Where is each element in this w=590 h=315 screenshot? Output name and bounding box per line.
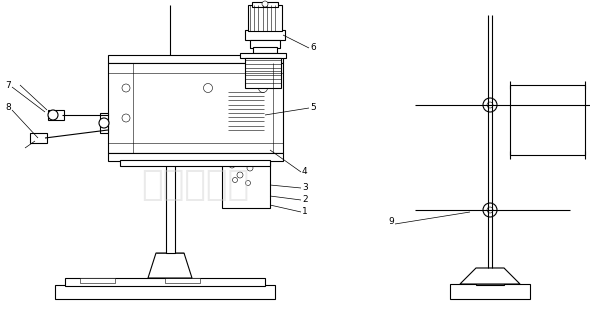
Bar xyxy=(253,47,277,53)
Bar xyxy=(108,55,283,63)
Text: 3: 3 xyxy=(302,184,308,192)
Circle shape xyxy=(122,114,130,122)
Bar xyxy=(245,30,285,40)
Circle shape xyxy=(48,110,58,120)
Bar xyxy=(120,160,270,166)
Bar xyxy=(228,88,264,138)
Text: 6: 6 xyxy=(310,43,316,53)
Bar xyxy=(450,284,530,299)
Bar xyxy=(30,133,47,143)
Bar xyxy=(245,58,281,88)
Text: 9: 9 xyxy=(388,217,394,226)
Bar xyxy=(510,85,585,155)
Bar xyxy=(250,40,280,48)
Circle shape xyxy=(232,177,238,182)
Polygon shape xyxy=(460,268,520,284)
Circle shape xyxy=(483,98,497,112)
Circle shape xyxy=(247,165,253,171)
Text: 自定弥机械: 自定弥机械 xyxy=(141,168,249,202)
Bar xyxy=(55,285,275,299)
Circle shape xyxy=(229,162,235,168)
Bar xyxy=(166,155,175,253)
Bar xyxy=(252,2,278,7)
Bar xyxy=(222,138,270,142)
Circle shape xyxy=(487,102,493,108)
Bar xyxy=(222,148,270,208)
Bar xyxy=(240,53,286,58)
Bar xyxy=(476,268,504,285)
Bar xyxy=(165,278,200,283)
Circle shape xyxy=(224,141,230,147)
Bar xyxy=(80,278,115,283)
Circle shape xyxy=(245,180,251,186)
Bar xyxy=(48,110,64,120)
Circle shape xyxy=(261,141,267,147)
Text: 2: 2 xyxy=(302,196,307,204)
Circle shape xyxy=(262,1,268,7)
Bar xyxy=(248,5,282,31)
Circle shape xyxy=(244,116,248,120)
Polygon shape xyxy=(148,253,192,278)
Bar xyxy=(220,138,272,150)
Bar xyxy=(108,153,283,161)
Text: 5: 5 xyxy=(310,104,316,112)
Bar xyxy=(218,136,274,141)
Text: 7: 7 xyxy=(5,81,11,89)
Text: 1: 1 xyxy=(302,208,308,216)
Circle shape xyxy=(241,113,251,123)
Bar xyxy=(65,278,265,286)
Circle shape xyxy=(99,118,109,128)
Bar xyxy=(108,63,283,153)
Circle shape xyxy=(122,84,130,92)
Circle shape xyxy=(483,203,497,217)
Circle shape xyxy=(204,83,212,93)
Bar xyxy=(100,113,108,133)
Text: 8: 8 xyxy=(5,104,11,112)
Circle shape xyxy=(237,172,243,178)
Text: 4: 4 xyxy=(302,168,307,176)
Circle shape xyxy=(258,83,267,93)
Circle shape xyxy=(487,207,493,213)
